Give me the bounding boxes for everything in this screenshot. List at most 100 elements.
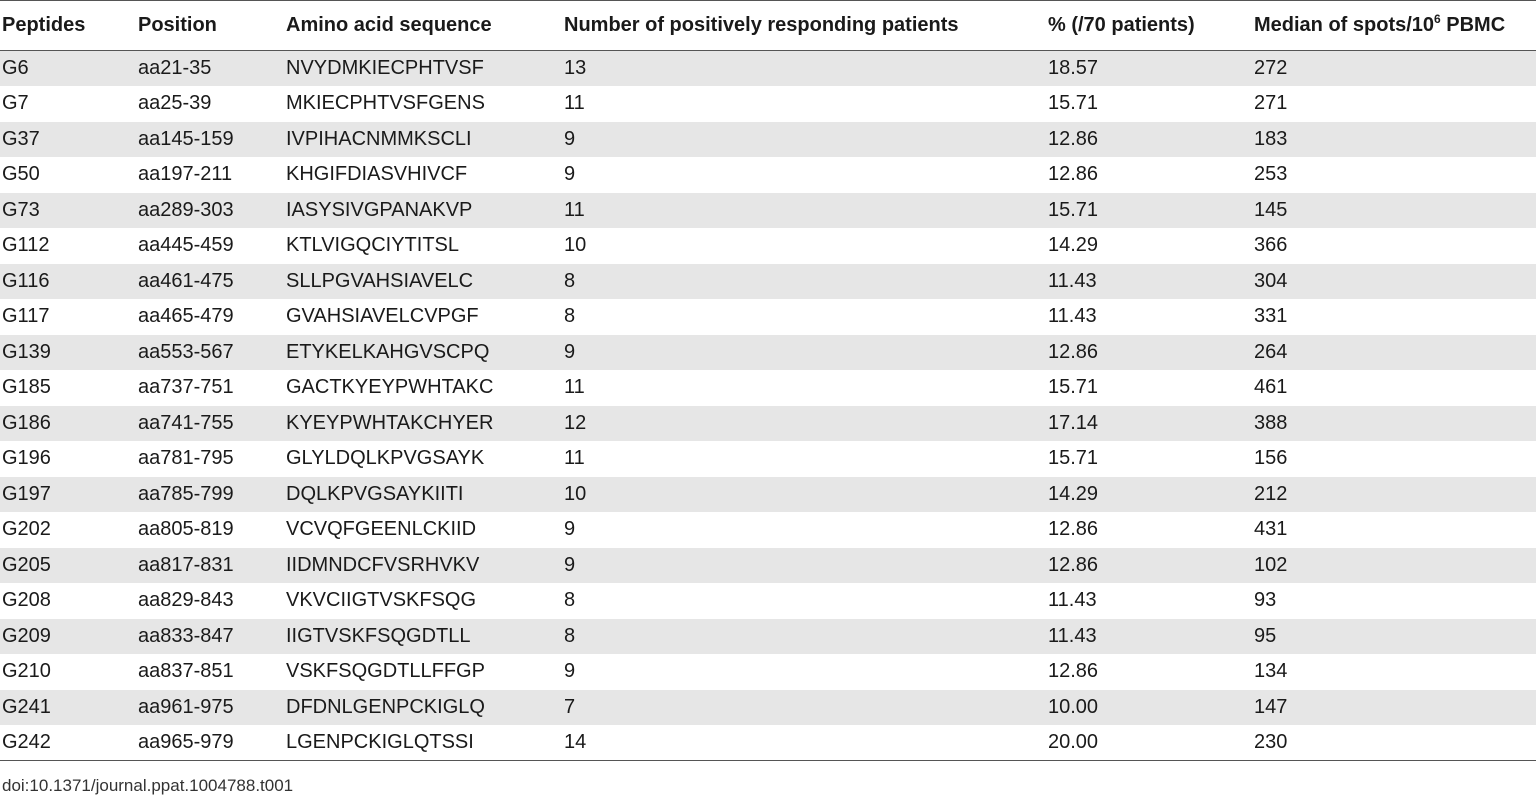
cell-median: 212 [1254, 482, 1288, 505]
cell-sequence: MKIECPHTVSFGENS [286, 92, 485, 115]
doi-caption: doi:10.1371/journal.ppat.1004788.t001 [2, 776, 294, 795]
cell-peptide: G37 [2, 127, 40, 150]
cell-responders: 8 [564, 624, 576, 647]
cell-position: aa965-979 [138, 731, 234, 753]
cell-responders: 9 [564, 553, 576, 576]
cell-median: 388 [1254, 411, 1288, 434]
cell-responders: 9 [564, 127, 576, 150]
cell-sequence: GVAHSIAVELCVPGF [286, 305, 479, 328]
cell-peptide: G196 [2, 447, 51, 470]
cell-peptide: G208 [2, 589, 51, 612]
cell-percent: 11.43 [1048, 589, 1097, 612]
cell-percent: 18.57 [1048, 57, 1099, 79]
cell-position: aa785-799 [138, 482, 234, 505]
cell-median: 264 [1254, 340, 1288, 363]
cell-percent: 20.00 [1048, 731, 1099, 753]
cell-median: 304 [1254, 269, 1288, 292]
cell-responders: 11 [564, 92, 585, 115]
cell-percent: 15.71 [1048, 198, 1099, 221]
table-row: G139 aa553-567 ETYKELKAHGVSCPQ 9 12.86 264 [0, 334, 1536, 370]
cell-sequence: GLYLDQLKPVGSAYK [286, 447, 485, 470]
cell-percent: 12.86 [1048, 340, 1099, 363]
cell-percent: 11.43 [1048, 305, 1097, 328]
cell-sequence: KYEYPWHTAKCHYER [286, 411, 494, 434]
cell-responders: 13 [564, 57, 587, 79]
table-row: G242 aa965-979 LGENPCKIGLQTSSI 14 20.00 230 [0, 725, 1536, 761]
cell-sequence: VCVQFGEENLCKIID [286, 518, 477, 541]
cell-position: aa21-35 [138, 57, 212, 79]
cell-peptide: G202 [2, 518, 51, 541]
cell-peptide: G241 [2, 695, 51, 718]
cell-position: aa289-303 [138, 198, 234, 221]
cell-median: 156 [1254, 447, 1288, 470]
table-row: G202 aa805-819 VCVQFGEENLCKIID 9 12.86 431 [0, 512, 1536, 548]
cell-position: aa805-819 [138, 518, 234, 541]
header-sequence: Amino acid sequence [286, 14, 492, 36]
cell-responders: 11 [564, 376, 585, 399]
cell-responders: 8 [564, 305, 576, 328]
table-row: G73 aa289-303 IASYSIVGPANAKVP 11 15.71 145 [0, 192, 1536, 228]
cell-percent: 12.86 [1048, 660, 1099, 683]
cell-sequence: DFDNLGENPCKIGLQ [286, 695, 485, 718]
table-row: G208 aa829-843 VKVCIIGTVSKFSQG 8 11.43 93 [0, 583, 1536, 619]
cell-median: 147 [1254, 695, 1288, 718]
cell-percent: 15.71 [1048, 92, 1099, 115]
cell-peptide: G116 [2, 269, 50, 292]
cell-median: 461 [1254, 376, 1288, 399]
cell-median: 102 [1254, 553, 1288, 576]
cell-position: aa197-211 [138, 163, 233, 186]
header-median: Median of spots/106 PBMC [1252, 1, 1536, 51]
cell-responders: 8 [564, 269, 576, 292]
table-body: G6 aa21-35 NVYDMKIECPHTVSF 13 18.57 272 G7 aa25… [0, 50, 1536, 761]
cell-position: aa833-847 [138, 624, 234, 647]
table-row: G205 aa817-831 IIDMNDCFVSRHVKV 9 12.86 102 [0, 547, 1536, 583]
cell-percent: 17.14 [1048, 411, 1099, 434]
cell-percent: 10.00 [1048, 695, 1099, 718]
cell-sequence: GACTKYEYPWHTAKC [286, 376, 494, 399]
cell-median: 272 [1254, 57, 1288, 79]
cell-sequence: NVYDMKIECPHTVSF [286, 57, 484, 79]
cell-percent: 12.86 [1048, 127, 1099, 150]
header-responders: Number of positively responding patients [564, 14, 959, 36]
cell-median: 366 [1254, 234, 1288, 257]
cell-peptide: G186 [2, 411, 51, 434]
cell-responders: 7 [564, 695, 576, 718]
cell-peptide: G6 [2, 57, 29, 79]
cell-percent: 15.71 [1048, 447, 1099, 470]
cell-position: aa829-843 [138, 589, 234, 612]
cell-responders: 14 [564, 731, 587, 753]
table-header: Peptides Position Amino acid sequence Nu… [0, 0, 1536, 51]
table-row: G6 aa21-35 NVYDMKIECPHTVSF 13 18.57 272 [0, 50, 1536, 86]
cell-sequence: IVPIHACNMMKSCLI [286, 127, 472, 150]
cell-responders: 9 [564, 660, 576, 683]
table-row: G209 aa833-847 IIGTVSKFSQGDTLL 8 11.43 95 [0, 618, 1536, 654]
table-row: G116 aa461-475 SLLPGVAHSIAVELC 8 11.43 304 [0, 263, 1536, 299]
cell-responders: 9 [564, 163, 576, 186]
table-row: G37 aa145-159 IVPIHACNMMKSCLI 9 12.86 183 [0, 121, 1536, 157]
cell-position: aa737-751 [138, 376, 234, 399]
header-percent: % (/70 patients) [1048, 14, 1195, 36]
cell-responders: 11 [564, 447, 585, 470]
cell-sequence: VSKFSQGDTLLFFGP [286, 660, 485, 683]
cell-responders: 9 [564, 518, 576, 541]
cell-position: aa145-159 [138, 127, 234, 150]
cell-sequence: SLLPGVAHSIAVELC [286, 269, 474, 292]
cell-position: aa465-479 [138, 305, 234, 328]
cell-sequence: ETYKELKAHGVSCPQ [286, 340, 490, 363]
header-median-prefix: Median of spots/10 [1254, 14, 1435, 36]
cell-percent: 12.86 [1048, 163, 1099, 186]
header-position: Position [138, 14, 217, 36]
cell-responders: 10 [564, 482, 587, 505]
header-row: Peptides Position Amino acid sequence Nu… [0, 0, 1536, 51]
cell-position: aa553-567 [138, 340, 234, 363]
cell-median: 95 [1254, 624, 1277, 647]
cell-sequence: KHGIFDIASVHIVCF [286, 163, 468, 186]
table-row: G197 aa785-799 DQLKPVGSAYKIITI 10 14.29 212 [0, 476, 1536, 512]
table-row: G7 aa25-39 MKIECPHTVSFGENS 11 15.71 271 [0, 86, 1536, 122]
cell-median: 134 [1254, 660, 1288, 683]
cell-responders: 11 [564, 198, 585, 221]
table-row: G186 aa741-755 KYEYPWHTAKCHYER 12 17.14 388 [0, 405, 1536, 441]
cell-responders: 9 [564, 340, 576, 363]
header-peptides: Peptides [2, 14, 86, 36]
cell-peptide: G197 [2, 482, 51, 505]
